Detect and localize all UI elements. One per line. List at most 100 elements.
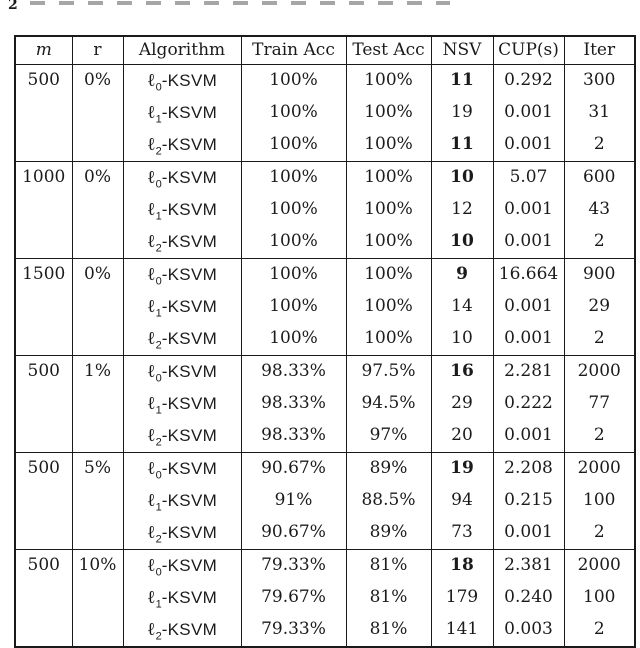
table-row: 500 5% ℓ0-KSVM 90.67% 89% 19 2.208 2000 (14, 451, 636, 549)
train-acc-cell: 100% (240, 257, 347, 291)
table-row: ℓ2-KSVM 100% 100% 11 0.001 2 (15, 128, 636, 161)
test-acc-cell: 100% (345, 257, 432, 291)
r-cell: 0% (71, 257, 124, 355)
nsv-cell: 20 (430, 419, 494, 452)
iter-cell: 100 (563, 484, 636, 517)
ell-symbol: ℓ (146, 230, 156, 252)
algorithm-cell: ℓ1-KSVM (122, 581, 242, 614)
test-acc-cell: 97.5% (345, 354, 432, 388)
group-m1000-r0: 1000 0% ℓ0-KSVM 100% 100% 10 5.07 600 ℓ1… (14, 160, 636, 258)
algorithm-suffix: -KSVM (161, 458, 218, 478)
train-acc-cell: 91% (240, 484, 347, 517)
algorithm-cell: ℓ2-KSVM (122, 613, 242, 647)
results-table: m r Algorithm Train Acc Test Acc NSV CUP… (14, 35, 636, 648)
cup-cell: 0.240 (492, 581, 565, 614)
cup-cell: 0.001 (492, 128, 565, 161)
algorithm-cell: ℓ0-KSVM (122, 354, 242, 388)
algorithm-suffix: -KSVM (161, 102, 218, 122)
train-acc-cell: 100% (240, 322, 347, 355)
test-acc-cell: 81% (345, 548, 432, 582)
ell-subscript: 1 (155, 209, 162, 222)
ell-subscript: 0 (155, 371, 162, 384)
ell-subscript: 0 (155, 80, 162, 93)
m-cell: 500 (14, 451, 73, 549)
iter-cell: 300 (563, 63, 636, 97)
algorithm-cell: ℓ0-KSVM (122, 160, 242, 194)
m-cell: 500 (14, 548, 73, 647)
cup-cell: 0.001 (492, 193, 565, 226)
nsv-cell: 10 (430, 160, 494, 194)
test-acc-cell: 89% (345, 516, 432, 549)
r-cell: 0% (71, 63, 124, 161)
nsv-cell: 11 (430, 128, 494, 161)
ell-subscript: 2 (155, 338, 162, 351)
train-acc-cell: 100% (240, 225, 347, 258)
ell-symbol: ℓ (146, 360, 156, 382)
ell-subscript: 0 (155, 274, 162, 287)
cup-cell: 0.001 (492, 225, 565, 258)
train-acc-cell: 100% (240, 290, 347, 323)
train-acc-cell: 90.67% (240, 451, 347, 485)
col-header-m: m (14, 35, 73, 65)
algorithm-suffix: -KSVM (161, 199, 218, 219)
ell-symbol: ℓ (146, 166, 156, 188)
ell-subscript: 1 (155, 306, 162, 319)
algorithm-suffix: -KSVM (161, 328, 218, 348)
ell-subscript: 0 (155, 565, 162, 578)
nsv-cell: 179 (430, 581, 494, 614)
iter-cell: 2 (563, 128, 636, 161)
test-acc-cell: 100% (345, 63, 432, 97)
iter-cell: 900 (563, 257, 636, 291)
table-row: ℓ2-KSVM 90.67% 89% 73 0.001 2 (15, 516, 636, 549)
col-header-r: r (71, 35, 124, 65)
test-acc-cell: 100% (345, 193, 432, 226)
algorithm-cell: ℓ0-KSVM (122, 63, 242, 97)
m-cell: 1500 (14, 257, 73, 355)
train-acc-cell: 100% (240, 128, 347, 161)
ell-symbol: ℓ (146, 392, 156, 414)
ell-symbol: ℓ (146, 69, 156, 91)
cup-cell: 0.001 (492, 96, 565, 129)
nsv-cell: 9 (430, 257, 494, 291)
test-acc-cell: 100% (345, 225, 432, 258)
cup-cell: 16.664 (492, 257, 565, 291)
test-acc-cell: 94.5% (345, 387, 432, 420)
nsv-cell: 12 (430, 193, 494, 226)
table-row: ℓ2-KSVM 98.33% 97% 20 0.001 2 (15, 419, 636, 452)
algorithm-cell: ℓ0-KSVM (122, 548, 242, 582)
iter-cell: 2 (563, 322, 636, 355)
group-m500-r0: 500 0% ℓ0-KSVM 100% 100% 11 0.292 300 ℓ1… (14, 63, 636, 161)
train-acc-cell: 90.67% (240, 516, 347, 549)
algorithm-suffix: -KSVM (161, 490, 218, 510)
cup-cell: 5.07 (492, 160, 565, 194)
table-row: ℓ2-KSVM 100% 100% 10 0.001 2 (15, 322, 636, 355)
algorithm-suffix: -KSVM (161, 361, 218, 381)
iter-cell: 43 (563, 193, 636, 226)
algorithm-suffix: -KSVM (161, 167, 218, 187)
test-acc-cell: 100% (345, 96, 432, 129)
nsv-cell: 19 (430, 96, 494, 129)
cup-cell: 0.001 (492, 516, 565, 549)
ell-symbol: ℓ (146, 198, 156, 220)
nsv-cell: 11 (430, 63, 494, 97)
table-row: 1500 0% ℓ0-KSVM 100% 100% 9 16.664 900 (14, 257, 636, 355)
train-acc-cell: 98.33% (240, 354, 347, 388)
algorithm-cell: ℓ1-KSVM (122, 290, 242, 323)
iter-cell: 2000 (563, 548, 636, 582)
algorithm-suffix: -KSVM (161, 70, 218, 90)
table-row: 500 10% ℓ0-KSVM 79.33% 81% 18 2.381 2000 (14, 548, 636, 647)
r-cell: 1% (71, 354, 124, 452)
algorithm-suffix: -KSVM (161, 393, 218, 413)
cup-cell: 0.001 (492, 322, 565, 355)
algorithm-cell: ℓ1-KSVM (122, 96, 242, 129)
table-row: 500 1% ℓ0-KSVM 98.33% 97.5% 16 2.281 200… (14, 354, 636, 452)
m-cell: 500 (14, 354, 73, 452)
cup-cell: 0.001 (492, 419, 565, 452)
iter-cell: 2 (563, 419, 636, 452)
group-m500-r5: 500 5% ℓ0-KSVM 90.67% 89% 19 2.208 2000 … (14, 451, 636, 549)
group-m500-r1: 500 1% ℓ0-KSVM 98.33% 97.5% 16 2.281 200… (14, 354, 636, 452)
cropped-text-fragment: 2 (8, 0, 18, 10)
test-acc-cell: 81% (345, 581, 432, 614)
table-row: ℓ1-KSVM 91% 88.5% 94 0.215 100 (15, 484, 636, 517)
cup-cell: 0.001 (492, 290, 565, 323)
